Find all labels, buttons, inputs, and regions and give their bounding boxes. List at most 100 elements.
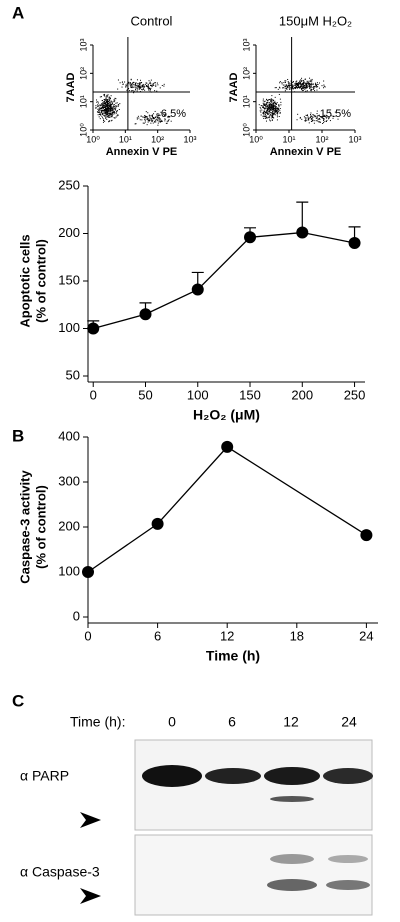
event-dot [146, 124, 148, 126]
event-dot [265, 116, 267, 118]
event-dot [271, 119, 273, 121]
event-dot [100, 113, 102, 115]
event-dot [101, 96, 103, 98]
event-dot [274, 106, 276, 108]
event-dot [102, 110, 104, 112]
event-dot [263, 110, 265, 112]
x-tick-label: 0 [90, 387, 97, 402]
event-dot [103, 98, 105, 100]
event-dot [285, 85, 287, 87]
event-dot [150, 115, 152, 117]
event-dot [307, 83, 309, 85]
event-dot [295, 82, 297, 84]
event-dot [284, 80, 286, 82]
event-dot [107, 109, 109, 111]
panel-label: B [12, 426, 24, 445]
event-dot [138, 85, 140, 87]
event-dot [310, 85, 312, 87]
event-dot [317, 119, 319, 121]
event-dot [104, 104, 106, 106]
event-dot [284, 84, 286, 86]
event-dot [110, 108, 112, 110]
event-dot [151, 114, 153, 116]
event-dot [98, 107, 100, 109]
event-dot [137, 115, 139, 117]
event-dot [278, 93, 280, 95]
event-dot [269, 106, 271, 108]
event-dot [143, 86, 145, 88]
event-dot [151, 86, 153, 88]
event-dot [337, 118, 339, 120]
event-dot [272, 117, 274, 119]
event-dot [284, 85, 286, 87]
event-dot [311, 83, 313, 85]
event-dot [260, 111, 262, 113]
event-dot [163, 113, 165, 115]
event-dot [161, 85, 163, 87]
event-dot [316, 83, 318, 85]
event-dot [264, 107, 266, 109]
event-dot [145, 115, 147, 117]
event-dot [156, 116, 158, 118]
event-dot [113, 107, 115, 109]
event-dot [279, 108, 281, 110]
event-dot [106, 112, 108, 114]
event-dot [309, 87, 311, 89]
event-dot [309, 85, 311, 87]
event-dot [163, 85, 165, 87]
event-dot [151, 119, 153, 121]
event-dot [276, 113, 278, 115]
event-dot [117, 88, 119, 90]
event-dot [312, 114, 314, 116]
event-dot [110, 95, 112, 97]
event-dot [144, 121, 146, 123]
event-dot [161, 120, 163, 122]
event-dot [292, 85, 294, 87]
data-point [191, 283, 204, 296]
event-dot [292, 87, 294, 89]
event-dot [101, 100, 103, 102]
event-dot [322, 117, 324, 119]
event-dot [319, 121, 321, 123]
event-dot [263, 104, 265, 106]
event-dot [314, 114, 316, 116]
event-dot [140, 82, 142, 84]
band [142, 765, 202, 787]
event-dot [108, 108, 110, 110]
data-point [87, 322, 100, 335]
event-dot [107, 112, 109, 114]
event-dot [159, 121, 161, 123]
event-dot [112, 107, 114, 109]
event-dot [154, 110, 156, 112]
event-dot [149, 117, 151, 119]
event-dot [160, 121, 162, 123]
event-dot [159, 87, 161, 89]
event-dot [305, 87, 307, 89]
event-dot [116, 102, 118, 104]
event-dot [292, 81, 294, 83]
event-dot [266, 110, 268, 112]
event-dot [157, 84, 159, 86]
event-dot [106, 94, 108, 96]
data-point [360, 529, 373, 542]
event-dot [285, 87, 287, 89]
event-dot [308, 122, 310, 124]
event-dot [308, 85, 310, 87]
event-dot [129, 82, 131, 84]
event-dot [264, 108, 266, 110]
event-dot [108, 102, 110, 104]
event-dot [268, 102, 270, 104]
event-dot [153, 118, 155, 120]
event-dot [313, 87, 315, 89]
event-dot [282, 87, 284, 89]
event-dot [150, 82, 152, 84]
x-tick-label: 12 [220, 628, 234, 643]
event-dot [109, 103, 111, 105]
event-dot [147, 83, 149, 85]
event-dot [314, 90, 316, 92]
event-dot [301, 86, 303, 88]
event-dot [115, 102, 117, 104]
event-dot [157, 122, 159, 124]
event-dot [110, 109, 112, 111]
event-dot [148, 86, 150, 88]
